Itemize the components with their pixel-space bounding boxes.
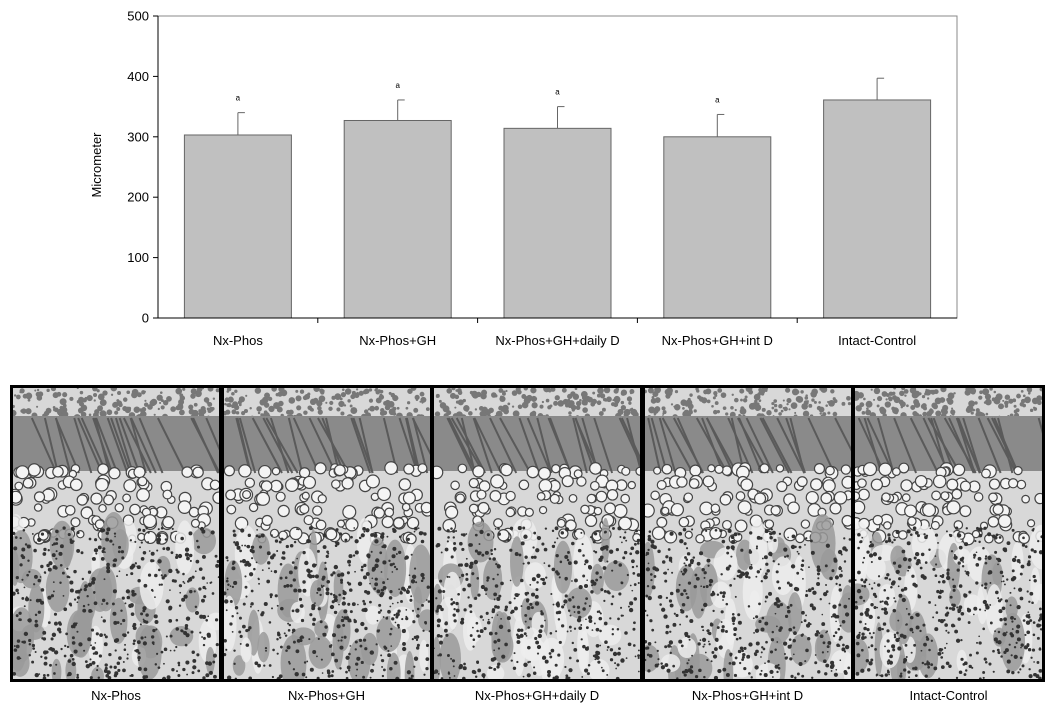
bar (663, 136, 772, 319)
micrograph-strip (10, 385, 1045, 682)
x-tick-label: Nx-Phos (213, 333, 263, 348)
x-axis: Nx-Phos Nx-Phos+GH Nx-Phos+GH+daily D Nx-Ph… (158, 317, 957, 348)
y-tick-label: 0 (142, 311, 149, 326)
y-tick-label: 500 (127, 9, 149, 24)
micrograph-panel (434, 388, 640, 679)
micrograph-caption: Intact-Control (909, 688, 988, 703)
significance-label: a (236, 94, 241, 103)
micrograph-panel (13, 388, 219, 679)
micrograph-panel (223, 388, 430, 679)
micrograph-caption: Nx-Phos+GH+int D (691, 688, 804, 703)
y-tick-label: 200 (127, 190, 149, 205)
significance-label: a (395, 81, 400, 90)
y-axis-title: Micrometer (89, 132, 104, 198)
micrograph-captions: Nx-Phos Nx-Phos+GH Nx-Phos+GH+daily D Nx-Ph… (0, 688, 1045, 706)
y-tick-label: 100 (127, 250, 149, 265)
y-tick-label: 400 (127, 69, 149, 84)
x-tick-label: Intact-Control (838, 333, 916, 348)
bar (343, 119, 452, 319)
micrograph-caption: Nx-Phos (91, 688, 141, 703)
bar (503, 127, 612, 319)
x-tick-label: Nx-Phos+GH+daily D (495, 333, 619, 348)
bars: a a a a (183, 77, 932, 319)
x-tick-label: Nx-Phos+GH (359, 333, 436, 348)
micrograph-caption: Nx-Phos+GH (288, 688, 365, 703)
significance-label: a (715, 95, 720, 104)
micrograph-panel (855, 388, 1042, 679)
bar (823, 99, 932, 319)
y-tick-label: 300 (127, 129, 149, 144)
bar (183, 134, 292, 319)
micrograph-panel (644, 388, 851, 679)
micrograph-image (223, 388, 430, 679)
micrograph-image (13, 388, 219, 679)
x-tick-label: Nx-Phos+GH+int D (662, 333, 773, 348)
micrograph-image (644, 388, 851, 679)
micrograph-caption: Nx-Phos+GH+daily D (474, 688, 600, 703)
micrograph-image (855, 388, 1042, 679)
significance-label: a (555, 88, 560, 97)
micrograph-image (434, 388, 640, 679)
